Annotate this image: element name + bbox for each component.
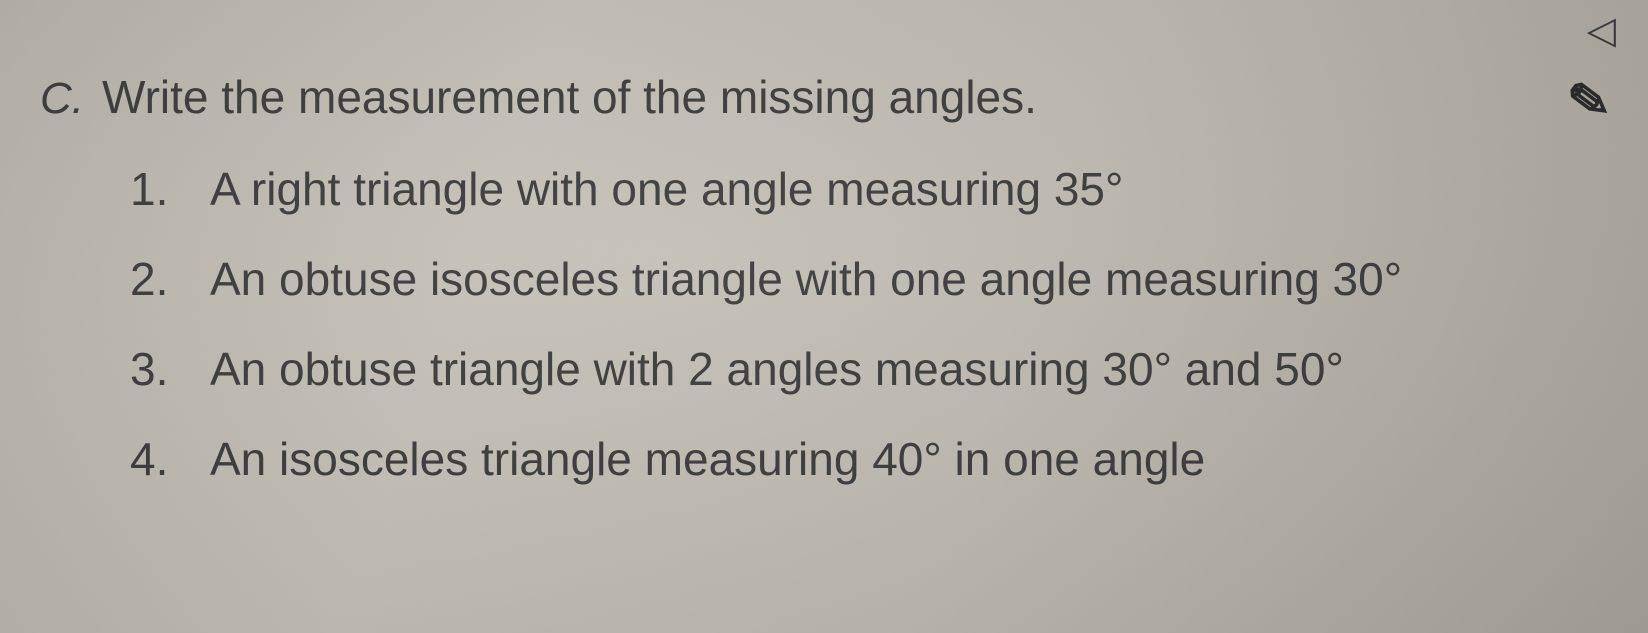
item-number: 2. [130, 252, 210, 306]
worksheet-page: C. Write the measurement of the missing … [0, 0, 1648, 562]
list-item: 2. An obtuse isosceles triangle with one… [130, 252, 1598, 306]
handwritten-scribble: ✎ [1564, 69, 1614, 132]
item-text: An obtuse isosceles triangle with one an… [210, 252, 1402, 306]
list-item: 1. A right triangle with one angle measu… [130, 162, 1598, 216]
item-text: A right triangle with one angle measurin… [210, 162, 1123, 216]
list-item: 4. An isosceles triangle measuring 40° i… [130, 432, 1598, 486]
list-item: 3. An obtuse triangle with 2 angles meas… [130, 342, 1598, 396]
item-text: An isosceles triangle measuring 40° in o… [210, 432, 1205, 486]
item-number: 3. [130, 342, 210, 396]
item-text: An obtuse triangle with 2 angles measuri… [210, 342, 1344, 396]
section-title: Write the measurement of the missing ang… [102, 70, 1037, 124]
item-number: 4. [130, 432, 210, 486]
section-letter: C. [40, 74, 84, 124]
corner-mark: ◁ [1587, 8, 1616, 53]
item-number: 1. [130, 162, 210, 216]
section-header: C. Write the measurement of the missing … [40, 70, 1598, 124]
item-list: 1. A right triangle with one angle measu… [40, 162, 1598, 486]
